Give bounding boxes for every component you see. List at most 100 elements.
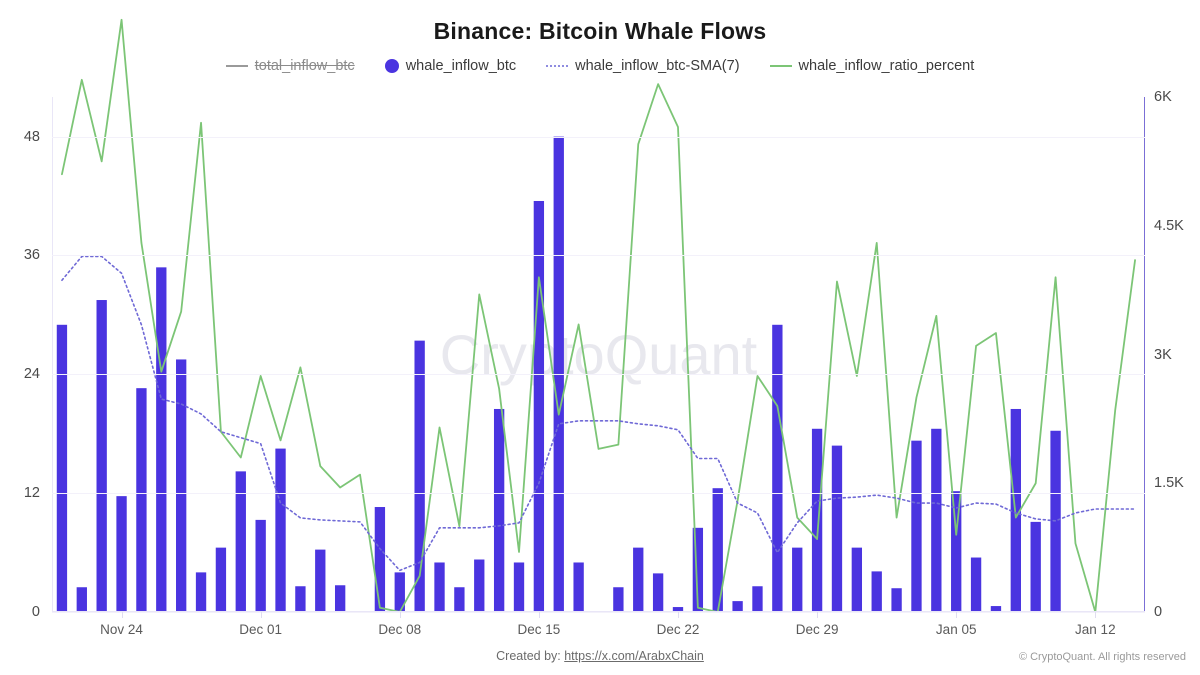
bar[interactable] [871, 571, 882, 612]
bar[interactable] [394, 572, 405, 612]
x-axis-tick-label: Jan 12 [1075, 622, 1116, 637]
y-axis-left [52, 97, 53, 612]
footer-credit-link[interactable]: https://x.com/ArabxChain [564, 649, 704, 663]
plot-background [52, 97, 1145, 612]
legend-item-whale-inflow-btc-sma-7-[interactable]: whale_inflow_btc-SMA(7) [546, 58, 740, 74]
bar[interactable] [831, 445, 843, 612]
y-axis-right-tick-label: 3K [1154, 346, 1172, 363]
x-axis-tick-mark [817, 612, 819, 618]
y-axis-right-tick-label: 0 [1154, 604, 1163, 620]
bar[interactable] [672, 607, 684, 612]
grid-line [52, 493, 1145, 495]
footer-copyright: © CryptoQuant. All rights reserved [1018, 651, 1186, 663]
chart-canvas [56, 18, 1136, 613]
legend-item-label: whale_inflow_btc-SMA(7) [575, 58, 740, 74]
bar[interactable] [414, 340, 425, 612]
bar[interactable] [275, 448, 286, 612]
dot-icon [384, 59, 399, 73]
x-axis [52, 611, 1145, 612]
bar[interactable] [712, 488, 723, 612]
bar[interactable] [56, 324, 68, 612]
legend-item-label: total_inflow_btc [254, 58, 355, 74]
grid-line [52, 374, 1145, 376]
grid-line [52, 612, 1145, 613]
legend-item-label: whale_inflow_btc [405, 58, 517, 74]
bar[interactable] [573, 562, 584, 612]
bar[interactable] [613, 587, 624, 612]
y-axis-right-tick-label: 6K [1154, 89, 1172, 105]
bar[interactable] [811, 428, 823, 612]
y-axis-right-tick-label: 4.5K [1154, 217, 1184, 234]
bar[interactable] [76, 587, 87, 612]
bar[interactable] [970, 557, 982, 612]
y-axis-left-tick-label: 48 [23, 128, 40, 145]
x-axis-tick-mark [677, 612, 679, 618]
y-axis-left-tick-label: 12 [23, 485, 40, 502]
x-axis-tick-label: Dec 08 [378, 622, 422, 637]
bar[interactable] [374, 507, 386, 612]
x-axis-tick-label: Nov 24 [100, 622, 143, 637]
bar[interactable] [334, 585, 346, 612]
x-axis-tick-mark [1095, 612, 1097, 618]
plot-area: CryptoQuant [52, 18, 1145, 613]
y-axis-left-tick-label: 0 [31, 604, 40, 620]
legend-item-whale-inflow-btc[interactable]: whale_inflow_btc [384, 58, 517, 74]
bar[interactable] [633, 547, 644, 613]
y-axis-left-tick-label: 36 [23, 247, 40, 264]
bar[interactable] [235, 471, 246, 612]
bar[interactable] [533, 200, 545, 612]
bar[interactable] [951, 491, 962, 612]
legend-item-total-inflow-btc[interactable]: total_inflow_btc [225, 58, 355, 74]
footer-credit-prefix: Created by: [496, 649, 565, 663]
grid-line [52, 136, 1145, 138]
x-axis-tick-mark [956, 612, 958, 618]
x-axis-tick-label: Dec 22 [656, 622, 700, 637]
bar[interactable] [772, 324, 783, 612]
bar[interactable] [96, 300, 107, 612]
bar[interactable] [434, 562, 445, 612]
x-axis-tick-label: Dec 29 [795, 622, 839, 637]
bar[interactable] [474, 559, 485, 612]
x-axis-tick-mark [538, 612, 540, 618]
footer-credit: Created by: https://x.com/ArabxChain [0, 649, 1200, 663]
bar[interactable] [692, 527, 704, 612]
y-axis-right-tick-label: 1.5K [1154, 475, 1184, 492]
bar[interactable] [752, 586, 763, 612]
bar[interactable] [911, 440, 922, 612]
bar[interactable] [493, 408, 505, 612]
bar[interactable] [156, 267, 167, 612]
chart-legend: total_inflow_btc whale_inflow_btc whale_in… [0, 58, 1200, 74]
bar[interactable] [176, 359, 187, 612]
bar[interactable] [851, 547, 863, 613]
bar[interactable] [215, 547, 227, 613]
x-axis-tick-label: Dec 15 [517, 622, 561, 637]
bar[interactable] [315, 549, 326, 612]
y-axis-left-tick-label: 24 [23, 366, 40, 383]
dotted-line-icon [546, 65, 569, 67]
bar[interactable] [195, 572, 207, 612]
x-axis-tick-mark [399, 612, 401, 618]
bar[interactable] [931, 428, 942, 612]
x-axis-tick-label: Jan 05 [935, 622, 977, 637]
bar[interactable] [652, 573, 664, 613]
bar[interactable] [891, 588, 902, 612]
line-icon [225, 65, 248, 67]
bar[interactable] [136, 388, 147, 612]
series-line [61, 255, 1136, 572]
legend-item-label: whale_inflow_ratio_percent [798, 58, 975, 74]
bar[interactable] [255, 519, 266, 612]
bar[interactable] [116, 496, 127, 613]
x-axis-tick-mark [260, 612, 262, 618]
bar[interactable] [990, 606, 1002, 612]
bar[interactable] [1030, 521, 1041, 613]
series-line [61, 18, 1136, 613]
bar[interactable] [454, 587, 465, 612]
x-axis-tick-label: Dec 01 [239, 622, 283, 637]
bar[interactable] [792, 547, 803, 613]
bar[interactable] [732, 601, 743, 612]
y-axis-right [1143, 97, 1145, 612]
bar[interactable] [513, 562, 525, 612]
bar[interactable] [295, 586, 306, 612]
grid-line [52, 255, 1145, 257]
legend-item-whale-inflow-ratio-percent[interactable]: whale_inflow_ratio_percent [769, 58, 975, 74]
